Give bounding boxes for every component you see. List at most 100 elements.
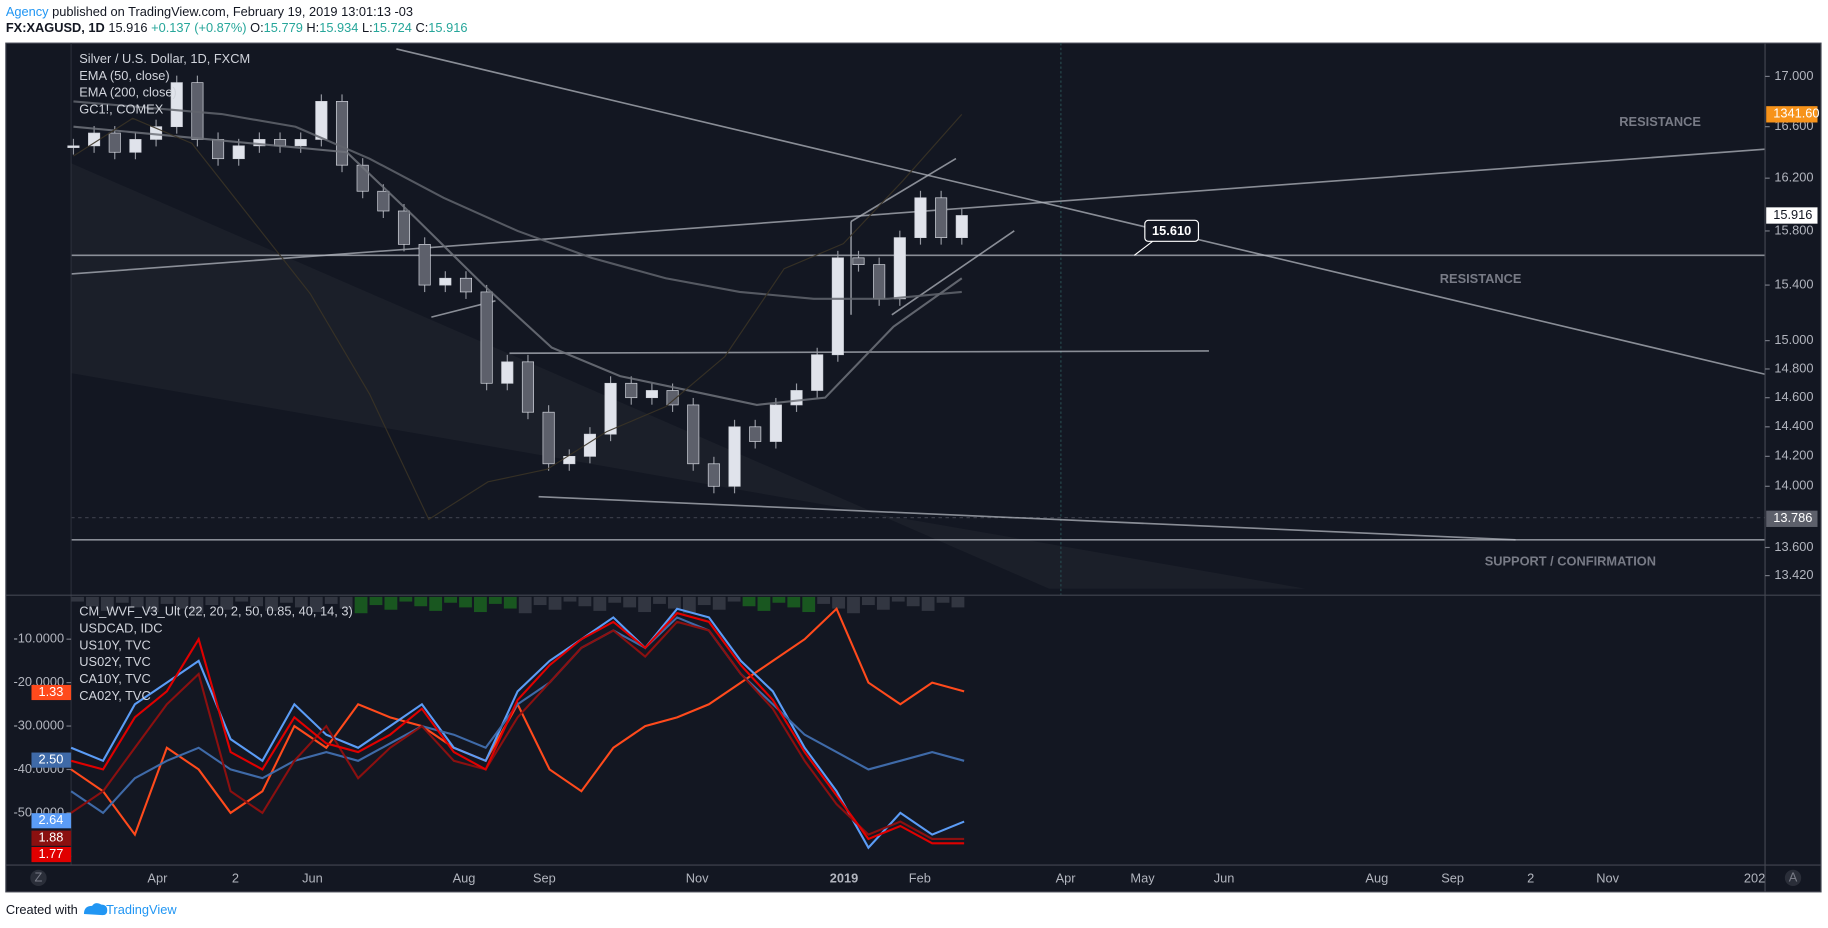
indicator-title: CM_WVF_V3_Ult (22, 20, 2, 50, 0.85, 40, …: [79, 603, 352, 618]
series-line: [73, 113, 963, 521]
y-tick-label: 15.400: [1774, 276, 1813, 291]
header-line: Agency published on TradingView.com, Feb…: [6, 4, 413, 19]
x-tick-label: Jun: [302, 870, 323, 885]
x-tick-label: Nov: [686, 870, 709, 885]
x-tick-label: Jun: [1214, 870, 1235, 885]
ohlc-label: O:: [250, 21, 264, 36]
candle: [377, 190, 390, 212]
histogram-bar: [891, 596, 905, 602]
value-badge: [31, 684, 72, 701]
series-line: [70, 611, 965, 845]
y-tick-label: 15.800: [1774, 222, 1813, 237]
ohlc-value: 15.724: [373, 21, 412, 36]
histogram-bar: [429, 596, 443, 611]
histogram-bar: [86, 596, 99, 607]
trend-line: [509, 350, 1209, 355]
histogram-bar: [488, 596, 502, 604]
legend-entry: US10Y, TVC: [79, 637, 150, 652]
histogram-bar: [384, 596, 398, 610]
y-tick-label: 13.420: [1774, 567, 1813, 582]
author[interactable]: Agency: [6, 4, 49, 19]
histogram-bar: [772, 596, 786, 603]
x-tick-label: Feb: [909, 870, 931, 885]
x-tick-label: Apr: [1056, 870, 1077, 885]
symbol: FX:XAGUSD, 1D: [6, 21, 105, 36]
histogram-bar: [578, 596, 592, 607]
x-tick-label: Sep: [1441, 870, 1464, 885]
candle: [811, 354, 824, 391]
button-label[interactable]: A: [1789, 869, 1798, 884]
price-badge: [1766, 207, 1818, 224]
y-tick-label: 14.000: [1774, 478, 1813, 493]
price-badge: [1766, 510, 1818, 527]
candle: [129, 139, 142, 153]
price-badge-label: 1341.60: [1773, 106, 1819, 121]
histogram-bar: [593, 596, 607, 611]
logo: [83, 903, 108, 916]
y-tick-label: 14.800: [1774, 360, 1813, 375]
candle: [480, 291, 493, 384]
button[interactable]: [30, 869, 47, 887]
ohlc-label: H:: [306, 21, 319, 36]
candle: [170, 82, 183, 128]
change: +0.137 (+0.87%): [151, 21, 246, 36]
last: 15.916: [108, 21, 147, 36]
candle: [315, 101, 328, 140]
histogram-bar: [787, 596, 801, 608]
trend-line: [538, 495, 1516, 541]
histogram-bar: [802, 596, 816, 613]
button-label[interactable]: Z: [35, 869, 43, 884]
price-badge-label: 15.916: [1773, 207, 1812, 222]
candle: [108, 132, 121, 153]
candle: [67, 145, 80, 148]
value-badge-label: 1.77: [38, 846, 63, 861]
footer-text: Created with: [6, 902, 78, 917]
legend-entry: Silver / U.S. Dollar, 1D, FXCM: [79, 51, 250, 66]
histogram-bar: [682, 596, 696, 614]
histogram-bar: [399, 596, 413, 602]
histogram-bar: [936, 596, 950, 603]
button[interactable]: [1784, 869, 1802, 887]
histogram-bar: [250, 596, 264, 607]
histogram-bar: [653, 596, 666, 604]
callout: 15.610: [1152, 223, 1191, 238]
candle: [935, 197, 948, 238]
y-tick-label: 14.600: [1774, 389, 1813, 404]
histogram-bar: [115, 596, 129, 603]
histogram-bar: [951, 596, 965, 608]
candle: [852, 257, 865, 265]
x-tick-label: 2: [1527, 870, 1534, 885]
value-badge-label: 1.33: [38, 684, 63, 699]
candle: [790, 390, 803, 406]
y-tick-label: 17.000: [1774, 68, 1813, 83]
candle: [521, 361, 534, 413]
value-badge: [31, 846, 72, 863]
value-badge-label: 1.88: [38, 830, 63, 845]
ohlc-label: C:: [415, 21, 428, 36]
trend-line: [396, 48, 1766, 376]
candle: [563, 455, 576, 465]
candle: [769, 404, 782, 442]
candle: [212, 139, 225, 160]
histogram-bar: [876, 596, 890, 610]
y-tick-label: 14.200: [1774, 448, 1813, 463]
legend-entry: USDCAD, IDC: [79, 620, 162, 635]
y-tick-label: 14.400: [1774, 418, 1813, 433]
histogram-bar: [265, 596, 278, 611]
x-tick-label: 202: [1744, 870, 1765, 885]
candle: [294, 139, 307, 147]
candle: [335, 101, 349, 166]
y-tick-label: -10.0000: [14, 631, 65, 646]
candle: [232, 145, 245, 160]
histogram-bar: [906, 596, 920, 607]
series-line: [73, 100, 962, 300]
annotation: RESISTANCE: [1440, 271, 1522, 286]
histogram-bar: [190, 596, 204, 614]
value-badge-label: 2.50: [38, 752, 63, 767]
price-badge-label: 13.786: [1773, 510, 1812, 525]
candle: [542, 411, 555, 465]
footer-brand[interactable]: TradingView: [106, 902, 177, 917]
histogram-bar: [100, 596, 114, 611]
x-tick-label: Nov: [1596, 870, 1619, 885]
